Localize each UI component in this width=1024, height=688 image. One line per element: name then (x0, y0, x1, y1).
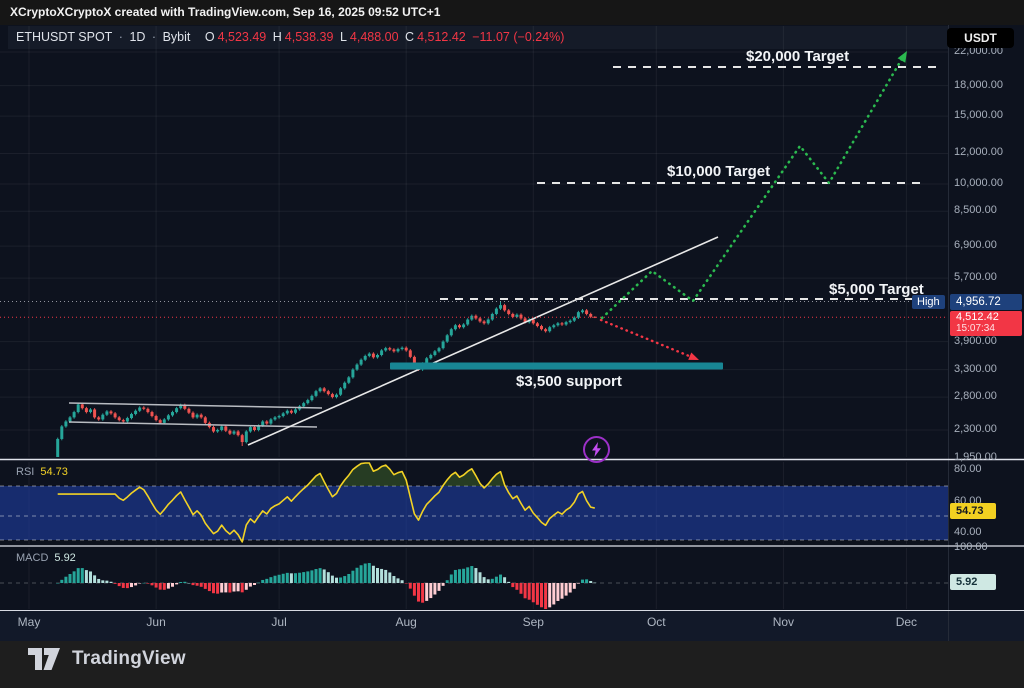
month-label[interactable]: Nov (772, 615, 795, 629)
price-tick-label: 8,500.00 (954, 204, 997, 217)
last-price-badge: 4,512.42 15:07:34 (950, 311, 1022, 336)
exchange-label: Bybit (162, 30, 191, 44)
month-label[interactable]: Aug (395, 615, 417, 629)
attribution-bar (0, 0, 1024, 25)
legend-dot: · (118, 30, 123, 44)
macd-value-badge: 5.92 (950, 574, 996, 590)
macd-label-text: MACD (16, 552, 49, 564)
attribution-text: XCryptoXCryptoX created with TradingView… (10, 5, 441, 19)
rsi-value: 54.73 (40, 466, 68, 478)
price-tick-label: 10,000.00 (954, 177, 1003, 189)
tradingview-logo[interactable]: TradingView (28, 648, 186, 670)
target-20000-label: $20,000 Target (746, 48, 850, 65)
lightning-bolt-glyph (592, 442, 601, 457)
rsi-tick-label: 80.00 (954, 463, 982, 475)
price-tick-label: 3,300.00 (954, 362, 997, 375)
legend-dot: · (151, 30, 157, 44)
symbol-legend[interactable]: ETHUSDT SPOT · 1D · Bybit O 4,523.49 H 4,5… (16, 30, 567, 44)
high-value: 4,538.39 (284, 30, 334, 44)
high-tag: High (912, 295, 945, 309)
open-label: O (204, 30, 215, 44)
currency-usdt-button[interactable]: USDT (947, 28, 1014, 48)
close-label: C (405, 30, 415, 44)
price-tick-label: 18,000.00 (954, 78, 1003, 91)
rsi-label-text: RSI (16, 466, 35, 478)
price-tick-label: 2,800.00 (954, 390, 997, 403)
month-label[interactable]: Jun (146, 615, 166, 629)
support-3500-label: $3,500 support (516, 373, 622, 390)
month-label[interactable]: Dec (895, 615, 918, 629)
target-5000-label: $5,000 Target (829, 281, 924, 298)
legend-strip (8, 26, 948, 49)
macd-pane-legend[interactable]: MACD 5.92 (16, 552, 76, 564)
tradingview-logo-icon (28, 648, 60, 670)
rsi-value-badge: 54.73 (950, 503, 996, 519)
symbol-title[interactable]: ETHUSDT SPOT (16, 30, 113, 44)
high-label: H (272, 30, 282, 44)
tradingview-logo-text: TradingView (72, 648, 186, 669)
month-label[interactable]: Jul (271, 615, 287, 629)
lightning-icon[interactable] (583, 436, 610, 463)
macd-tick-label: 100.00 (954, 541, 988, 553)
change-value: −11.07 (−0.24%) (472, 30, 565, 44)
last-price-value: 4,512.42 (956, 311, 999, 323)
branding-bar (0, 641, 1024, 688)
price-tick-label: 2,300.00 (954, 422, 997, 435)
interval-label[interactable]: 1D (129, 30, 146, 44)
low-value: 4,488.00 (349, 30, 399, 44)
open-value: 4,523.49 (217, 30, 267, 44)
low-label: L (339, 30, 347, 44)
rsi-pane-legend[interactable]: RSI 54.73 (16, 466, 68, 478)
high-price-badge: 4,956.72 (950, 294, 1022, 310)
month-label[interactable]: Sep (522, 615, 544, 629)
macd-value: 5.92 (54, 552, 76, 564)
rsi-tick-label: 40.00 (954, 526, 982, 538)
price-tick-label: 1,950.00 (954, 450, 997, 463)
target-10000-label: $10,000 Target (667, 163, 771, 180)
month-label[interactable]: May (17, 615, 41, 629)
bar-countdown: 15:07:34 (956, 323, 995, 334)
price-tick-label: 22,000.00 (954, 45, 1003, 58)
price-axis[interactable] (948, 25, 1024, 641)
price-tick-label: 3,900.00 (954, 334, 997, 347)
price-tick-label: 15,000.00 (954, 109, 1003, 122)
price-tick-label: 12,000.00 (954, 146, 1003, 159)
time-axis[interactable] (0, 611, 1024, 641)
close-value: 4,512.42 (417, 30, 466, 44)
month-label[interactable]: Oct (646, 615, 666, 629)
price-tick-label: 5,700.00 (954, 271, 997, 284)
price-tick-label: 6,900.00 (954, 239, 997, 252)
